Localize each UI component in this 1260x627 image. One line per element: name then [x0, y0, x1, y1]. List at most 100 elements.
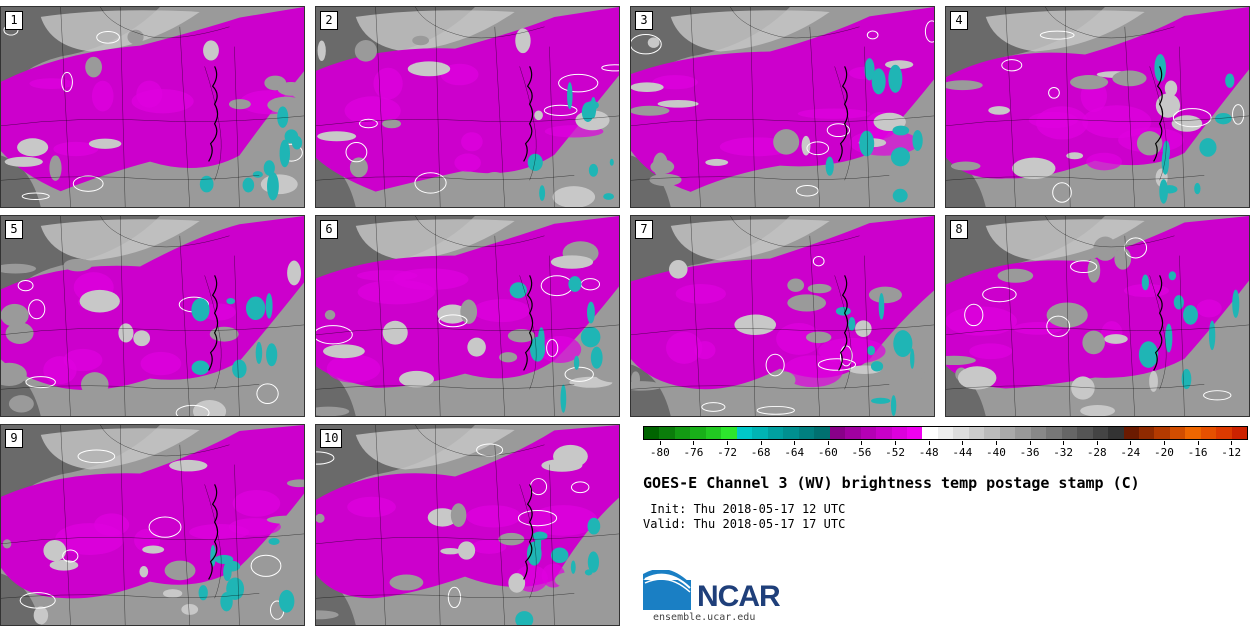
colorbar-tick-label: -36: [1019, 446, 1040, 459]
ensemble-panel: 1: [0, 6, 305, 208]
colorbar-tick-label: -28: [1086, 446, 1107, 459]
panel-number: 7: [635, 220, 653, 239]
colorbar-tick-label: -12: [1221, 446, 1242, 459]
colorbar-tick: [1231, 441, 1233, 445]
colorbar-segment: [968, 427, 985, 439]
colorbar-segment: [721, 427, 737, 439]
colorbar-tick: [659, 441, 661, 445]
panel-number: 5: [5, 220, 23, 239]
colorbar-segment: [829, 427, 846, 439]
panel-number: 8: [950, 220, 968, 239]
ensemble-panel: 3: [630, 6, 935, 208]
colorbar-tick: [1029, 441, 1031, 445]
colorbar-tick-label: -68: [750, 446, 771, 459]
colorbar-segment: [876, 427, 892, 439]
water-vapor-map: [316, 425, 619, 625]
ensemble-panel: 10: [315, 424, 620, 626]
water-vapor-map: [1, 425, 304, 625]
colorbar-tick-label: -80: [649, 446, 670, 459]
colorbar-segment: [906, 427, 923, 439]
colorbar-tick: [928, 441, 930, 445]
colorbar-tick: [1130, 441, 1132, 445]
colorbar: [643, 426, 1248, 440]
colorbar-tick: [1197, 441, 1199, 445]
ensemble-panel: 5: [0, 215, 305, 417]
panel-number: 2: [320, 11, 338, 30]
colorbar-tick-label: -44: [952, 446, 973, 459]
colorbar-tick-label: -20: [1154, 446, 1174, 459]
colorbar-segment: [1200, 427, 1217, 439]
colorbar-segment: [1216, 427, 1232, 439]
colorbar-tick: [962, 441, 964, 445]
colorbar-segment: [999, 427, 1016, 439]
water-vapor-map: [946, 216, 1249, 416]
panel-number: 1: [5, 11, 23, 30]
water-vapor-map: [1, 7, 304, 207]
colorbar-segment: [984, 427, 1000, 439]
colorbar-tick: [861, 441, 863, 445]
colorbar-segment: [659, 427, 675, 439]
colorbar-segment: [644, 427, 660, 439]
colorbar-tick-label: -76: [683, 446, 704, 459]
colorbar-segment: [891, 427, 907, 439]
colorbar-segment: [767, 427, 784, 439]
ncar-logo-icon: [643, 570, 691, 610]
init-time: Init: Thu 2018-05-17 12 UTC: [643, 502, 846, 516]
figure-title: GOES-E Channel 3 (WV) brightness temp po…: [643, 474, 1140, 492]
colorbar-tick-label: -16: [1187, 446, 1208, 459]
colorbar-segment: [1108, 427, 1124, 439]
colorbar-tick-label: -24: [1120, 446, 1141, 459]
colorbar-segment: [845, 427, 861, 439]
colorbar-segment: [937, 427, 954, 439]
colorbar-tick-label: -60: [817, 446, 838, 459]
water-vapor-map: [631, 216, 934, 416]
colorbar-segment: [953, 427, 969, 439]
panel-number: 4: [950, 11, 968, 30]
colorbar-tick-label: -40: [985, 446, 1006, 459]
colorbar-tick: [693, 441, 695, 445]
water-vapor-map: [316, 216, 619, 416]
ensemble-panel: 6: [315, 215, 620, 417]
colorbar-tick-label: -56: [851, 446, 872, 459]
ensemble-panel: 9: [0, 424, 305, 626]
colorbar-segment: [1231, 427, 1248, 439]
ensemble-panel: 8: [945, 215, 1250, 417]
colorbar-segment: [736, 427, 753, 439]
colorbar-tick-label: -64: [784, 446, 805, 459]
colorbar-segment: [690, 427, 706, 439]
colorbar-tick-label: -48: [918, 446, 939, 459]
ncar-logo-text: NCAR: [697, 580, 781, 613]
colorbar-segment: [1046, 427, 1062, 439]
colorbar-tick: [995, 441, 997, 445]
logo-url: ensemble.ucar.edu: [653, 612, 756, 623]
water-vapor-map: [631, 7, 934, 207]
water-vapor-map: [946, 7, 1249, 207]
colorbar-ticks: -80 -76 -72 -68 -64 -60 -56 -52 -48 -44 …: [643, 441, 1248, 461]
colorbar-segment: [1123, 427, 1139, 439]
colorbar-tick: [827, 441, 829, 445]
colorbar-segment: [1015, 427, 1031, 439]
ensemble-panel: 4: [945, 6, 1250, 208]
colorbar-segment: [1077, 427, 1093, 439]
panel-number: 9: [5, 429, 23, 448]
panel-number: 10: [320, 429, 343, 448]
colorbar-segment: [1185, 427, 1201, 439]
colorbar-segment: [1154, 427, 1170, 439]
colorbar-segment: [922, 427, 938, 439]
colorbar-segment: [798, 427, 815, 439]
colorbar-tick: [727, 441, 729, 445]
colorbar-segment: [752, 427, 768, 439]
colorbar-segment: [1139, 427, 1155, 439]
panel-number: 3: [635, 11, 653, 30]
colorbar-segment: [1030, 427, 1047, 439]
water-vapor-map: [1, 216, 304, 416]
colorbar-segment: [1092, 427, 1109, 439]
colorbar-segment: [1061, 427, 1078, 439]
colorbar-segment: [674, 427, 691, 439]
colorbar-segment: [705, 427, 722, 439]
colorbar-segment: [814, 427, 830, 439]
colorbar-segment: [860, 427, 877, 439]
colorbar-tick: [1096, 441, 1098, 445]
panel-number: 6: [320, 220, 338, 239]
colorbar-tick: [1063, 441, 1065, 445]
